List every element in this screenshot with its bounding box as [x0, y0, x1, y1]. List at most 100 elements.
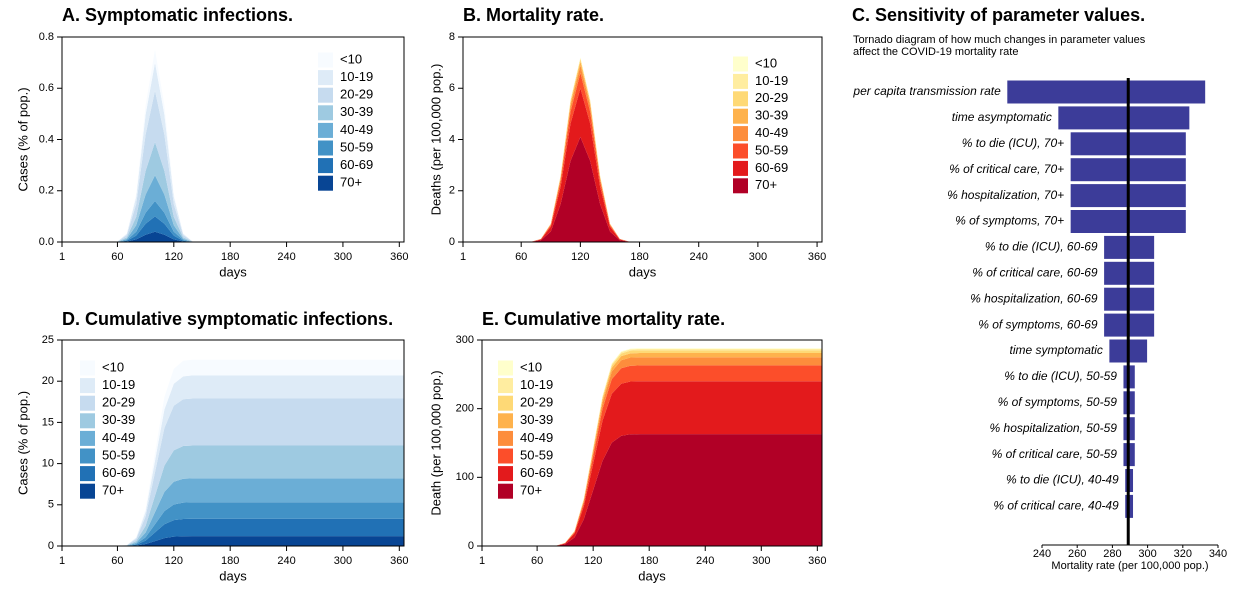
bar-low [1006, 79, 1129, 105]
legend-swatch [733, 126, 748, 142]
y-tick-label: 0.8 [39, 31, 54, 43]
chart-subtitle: Tornado diagram of how much changes in p… [853, 34, 1146, 46]
legend-label: <10 [102, 359, 124, 374]
y-tick-label: 0 [468, 540, 474, 552]
bar-high [1127, 183, 1187, 209]
x-tick-label: 1 [460, 251, 466, 263]
legend-label: 50-59 [755, 142, 788, 157]
legend-swatch [498, 466, 513, 482]
legend-label: 20-29 [102, 395, 135, 410]
y-axis-label: Cases (% of pop.) [15, 87, 30, 191]
area [62, 398, 404, 546]
parameter-label: % of symptoms, 70+ [955, 214, 1064, 228]
bar-low [1103, 260, 1129, 286]
bar-high [1127, 105, 1191, 131]
legend-swatch [498, 360, 513, 376]
y-tick-label: 15 [42, 416, 54, 428]
bar-low [1103, 286, 1129, 312]
area [62, 175, 404, 242]
bar-high [1127, 209, 1187, 234]
x-tick-label: 240 [696, 555, 714, 567]
plot-frame [481, 339, 823, 547]
chart-title: D. Cumulative symptomatic infections. [62, 309, 393, 329]
chart-title: A. Symptomatic infections. [62, 5, 293, 25]
legend-label: 70+ [340, 175, 362, 190]
y-tick-label: 0.4 [39, 133, 54, 145]
legend-swatch [80, 430, 95, 446]
x-tick-label: 360 [390, 251, 408, 263]
legend-label: <10 [340, 51, 362, 66]
bar-high [1127, 234, 1156, 260]
area [62, 536, 404, 546]
x-axis-label: Mortality rate (per 100,000 pop.) [1051, 560, 1208, 572]
area [62, 359, 404, 546]
legend-swatch [80, 395, 95, 411]
area [62, 62, 404, 242]
legend-label: <10 [755, 55, 777, 70]
y-tick-label: 4 [449, 133, 455, 145]
legend-label: 30-39 [102, 412, 135, 427]
x-axis-label: days [219, 264, 247, 279]
legend-swatch [318, 70, 333, 86]
parameter-label: % of symptoms, 60-69 [978, 317, 1098, 331]
x-tick-label: 120 [571, 251, 589, 263]
x-tick-label: 120 [584, 555, 602, 567]
legend-label: 50-59 [102, 447, 135, 462]
y-tick-label: 20 [42, 375, 54, 387]
area [482, 434, 822, 546]
legend-swatch [733, 108, 748, 124]
legend-swatch [733, 160, 748, 176]
bar-high [1127, 338, 1149, 364]
bar-low [1069, 209, 1129, 234]
y-axis-label: Deaths (per 100,000 pop.) [428, 64, 443, 216]
bar-low [1057, 105, 1129, 131]
legend-swatch [733, 73, 748, 89]
y-tick-label: 0.2 [39, 185, 54, 197]
legend-label: 10-19 [520, 377, 553, 392]
y-axis-label: Cases (% of pop.) [15, 391, 30, 495]
x-tick-label: 300 [334, 555, 352, 567]
area [62, 375, 404, 546]
area [62, 502, 404, 546]
x-tick-label: 180 [640, 555, 658, 567]
area [62, 201, 404, 242]
parameter-label: % of symptoms, 50-59 [998, 395, 1118, 409]
legend-label: <10 [520, 359, 542, 374]
x-tick-label: 300 [1138, 548, 1156, 560]
x-tick-label: 360 [808, 251, 826, 263]
area [62, 216, 404, 242]
parameter-label: % of critical care, 60-69 [972, 265, 1098, 279]
bar-high [1127, 157, 1187, 183]
x-tick-label: 300 [334, 251, 352, 263]
x-tick-label: 180 [221, 555, 239, 567]
y-tick-label: 6 [449, 82, 455, 94]
legend-label: 60-69 [102, 465, 135, 480]
legend-swatch [498, 413, 513, 429]
legend-swatch [498, 448, 513, 464]
bar-high [1127, 286, 1156, 312]
x-tick-label: 320 [1174, 548, 1192, 560]
legend-label: 10-19 [755, 73, 788, 88]
chart-title: B. Mortality rate. [463, 5, 604, 25]
legend-label: 60-69 [755, 160, 788, 175]
x-tick-label: 120 [165, 251, 183, 263]
legend-swatch [80, 360, 95, 376]
legend-swatch [318, 105, 333, 121]
area [62, 478, 404, 546]
legend-label: 40-49 [520, 430, 553, 445]
bar-low [1103, 312, 1129, 338]
bar-high [1127, 312, 1156, 338]
area [62, 445, 404, 546]
legend-swatch [318, 175, 333, 191]
y-tick-label: 0 [449, 236, 455, 248]
y-tick-label: 100 [456, 471, 474, 483]
legend-swatch [80, 483, 95, 499]
x-tick-label: 120 [165, 555, 183, 567]
y-tick-label: 2 [449, 185, 455, 197]
parameter-label: % to die (ICU), 40-49 [1006, 473, 1119, 487]
legend-swatch [80, 448, 95, 464]
legend-label: 20-29 [520, 395, 553, 410]
x-tick-label: 1 [59, 251, 65, 263]
legend-label: 70+ [755, 177, 777, 192]
